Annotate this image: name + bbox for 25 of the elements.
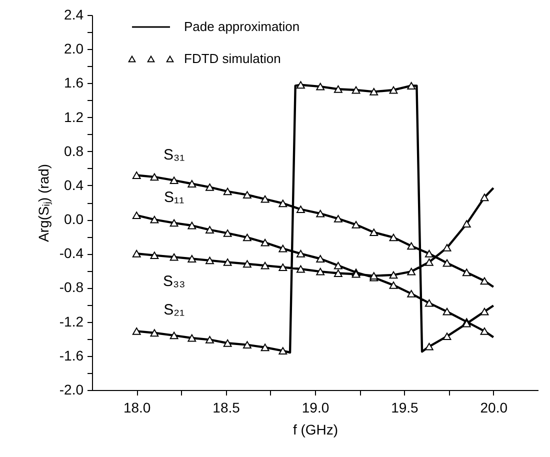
- x-tick-label: 20.0: [480, 400, 508, 416]
- y-tick-label: 1.2: [64, 108, 84, 125]
- y-tick-label: 2.4: [64, 6, 84, 22]
- y-tick-label: -0.4: [59, 245, 84, 262]
- x-tick-label: 19.5: [391, 400, 419, 416]
- x-tick-label: 18.5: [212, 400, 240, 416]
- x-tick-label: 19.0: [302, 400, 330, 416]
- y-tick-label: 1.6: [64, 74, 84, 91]
- y-axis-title: Arg(Sᵢⱼ) (rad): [35, 164, 52, 242]
- legend-label: Pade approximation: [184, 19, 300, 34]
- y-tick-label: 0.0: [64, 211, 84, 228]
- annotation: S₁₁: [164, 188, 184, 206]
- x-tick-label: 18.0: [123, 400, 151, 416]
- y-tick-label: 0.8: [64, 142, 84, 159]
- annotation: S₂₁: [164, 301, 185, 318]
- annotation: S₃₁: [163, 146, 185, 164]
- y-tick-label: 2.0: [64, 40, 84, 57]
- y-tick-label: -1.6: [59, 347, 84, 364]
- y-tick-label: -1.2: [59, 313, 84, 330]
- legend-label: FDTD simulation: [184, 51, 281, 66]
- y-tick-label: 0.4: [64, 176, 84, 193]
- annotation: S₃₃: [162, 273, 186, 290]
- y-tick-label: -0.8: [59, 279, 84, 296]
- y-tick-label: -2.0: [59, 382, 84, 398]
- x-axis-title: f (GHz): [292, 422, 338, 438]
